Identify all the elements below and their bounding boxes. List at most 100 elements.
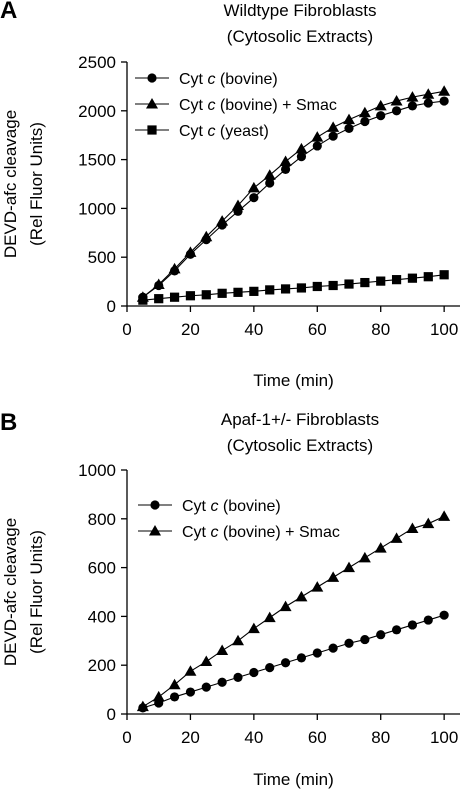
panel-b-series-2-point <box>168 678 181 690</box>
panel-b-legend-label-2: Cyt c (bovine) + Smac <box>182 524 340 541</box>
panel-a-y-axis-label-units: (Rel Fluor Units) <box>27 122 46 246</box>
panel-b-y-axis-label: DEVD-afc cleavage <box>1 518 20 666</box>
panel-a-series-3-point <box>360 277 370 288</box>
panel-a-series-2-point <box>152 278 165 290</box>
panel-a-legend-marker-3 <box>147 125 157 135</box>
panel-b-series-1-point <box>233 672 243 683</box>
panel-b-y-tick-label: 600 <box>88 559 116 578</box>
panel-b-series-1-point <box>439 610 449 620</box>
panel-b-series-1-point <box>423 615 433 625</box>
panel-b-series-2-point <box>390 532 403 543</box>
panel-b-y-tick-label: 800 <box>88 510 116 529</box>
panel-b-series-2-point <box>358 551 371 563</box>
panel-a-x-tick-label: 20 <box>181 320 200 339</box>
panel-a-series-3-point <box>249 286 259 296</box>
panel-a-series-1-point <box>344 123 354 133</box>
panel-a-y-tick-label: 2000 <box>78 102 116 121</box>
panel-a-x-tick-label: 40 <box>244 320 263 339</box>
panel-a-series-2-point <box>279 155 292 167</box>
panel-a-chart: A Wildtype Fibroblasts (Cytosolic Extracts… <box>0 0 460 390</box>
panel-a-y-tick-label: 0 <box>107 297 116 316</box>
panel-a-series-1-point <box>439 96 449 106</box>
panel-a-label: A <box>0 0 17 24</box>
panel-a-series-1-point <box>407 101 418 111</box>
panel-b-y-axis-label-units: (Rel Fluor Units) <box>27 530 46 654</box>
panel-a-x-tick-label: 60 <box>308 320 327 339</box>
panel-b-series-2-point <box>152 690 165 702</box>
panel-a-series-1-point <box>360 116 370 127</box>
panel-b-series-1-point <box>217 677 227 687</box>
panel-a-series-1-point <box>391 106 402 116</box>
panel-b-series-1-point <box>328 643 338 653</box>
panel-a-series-3-point <box>439 270 449 280</box>
panel-a-series-2-point <box>390 95 403 106</box>
panel-a-series-2-point <box>374 99 387 111</box>
panel-a-series-2-point <box>327 121 340 132</box>
panel-a-legend-label-1: Cyt c (bovine) <box>179 71 278 88</box>
panel-a-series-1-point <box>312 141 322 151</box>
panel-b-series-2-point <box>184 665 197 676</box>
panel-a-series-1-point <box>280 164 291 174</box>
panel-b-x-axis-label: Time (min) <box>253 770 334 789</box>
panel-b-series-2-line <box>142 515 445 708</box>
panel-b-series-1-point <box>169 692 180 702</box>
panel-a-y-tick-label: 1500 <box>78 151 116 170</box>
panel-a-series-3-point <box>233 287 243 297</box>
panel-a-legend-label-3: Cyt c (yeast) <box>179 123 269 140</box>
panel-b-series-2-point <box>406 522 419 534</box>
panel-b-series-1-point <box>407 620 418 630</box>
panel-a-series-2-point <box>295 142 308 154</box>
panel-b-legend-marker-1 <box>150 500 160 510</box>
panel-b-title: Apaf-1+/- Fibroblasts <box>221 410 379 429</box>
panel-a-series-3-point <box>265 285 275 295</box>
panel-b-series-1-point <box>280 658 291 668</box>
panel-b-chart: B Apaf-1+/- Fibroblasts (Cytosolic Extract… <box>0 409 460 789</box>
panel-a-series-2-point <box>247 181 260 193</box>
panel-b-series-1-point <box>201 682 211 692</box>
panel-a-series-1-point <box>328 131 338 141</box>
panel-a-x-tick-label: 100 <box>430 320 458 339</box>
panel-b-legend-marker-2 <box>149 525 161 536</box>
panel-a-series-2-point <box>263 169 276 180</box>
panel-a-series-3-point <box>280 284 291 294</box>
panel-a-series-3-point <box>391 275 402 285</box>
panel-b-series-2-point <box>247 622 260 634</box>
panel-b-x-tick-label: 20 <box>181 728 200 747</box>
panel-a-series-3-point <box>154 294 164 304</box>
panel-b-series-1-point <box>344 638 354 648</box>
panel-b-y-tick-label: 400 <box>88 607 116 626</box>
panel-b-series-2-point <box>200 655 213 667</box>
panel-b-series-1-point <box>249 667 259 678</box>
panel-b-series-2-point <box>374 542 387 553</box>
panel-a-series-3-point <box>423 272 433 282</box>
panel-b-series-1-point <box>185 687 196 697</box>
panel-a-series-3-point <box>376 276 386 286</box>
panel-b-series-2-point <box>136 700 149 712</box>
panel-a-series-2-point <box>422 88 435 99</box>
panel-a-series-1-point <box>423 98 433 108</box>
panel-b-x-tick-label: 40 <box>244 728 263 747</box>
panel-a-series-3-point <box>328 280 338 291</box>
panel-b-x-tick-label: 60 <box>308 728 327 747</box>
panel-a-y-tick-label: 500 <box>88 248 116 267</box>
panel-a-series-1-point <box>376 111 386 121</box>
panel-b-series-1-point <box>391 625 402 635</box>
panel-b-series-2-point <box>343 561 355 573</box>
panel-b-subtitle: (Cytosolic Extracts) <box>227 436 373 455</box>
panel-a-series-3-point <box>407 273 418 283</box>
panel-a-legend-marker-1 <box>147 73 157 83</box>
panel-b-series-2-point <box>311 581 324 592</box>
panel-a-series-2-point <box>200 230 213 242</box>
panel-a-series-3-point <box>344 279 354 289</box>
panel-b-series-1-point <box>296 653 307 663</box>
panel-b-series-2-point <box>327 571 340 582</box>
panel-b-series-2-point <box>279 600 292 612</box>
panel-b-series-2-point <box>263 611 276 623</box>
panel-a-series-1-point <box>265 178 275 188</box>
panel-b-y-tick-label: 0 <box>107 705 116 724</box>
panel-a-series-3-point <box>185 291 196 301</box>
panel-a-series-1-point <box>249 193 259 203</box>
panel-b-series-1-point <box>265 663 275 673</box>
panel-a-y-axis-label: DEVD-afc cleavage <box>1 110 20 258</box>
panel-a-series-3-point <box>312 281 322 292</box>
